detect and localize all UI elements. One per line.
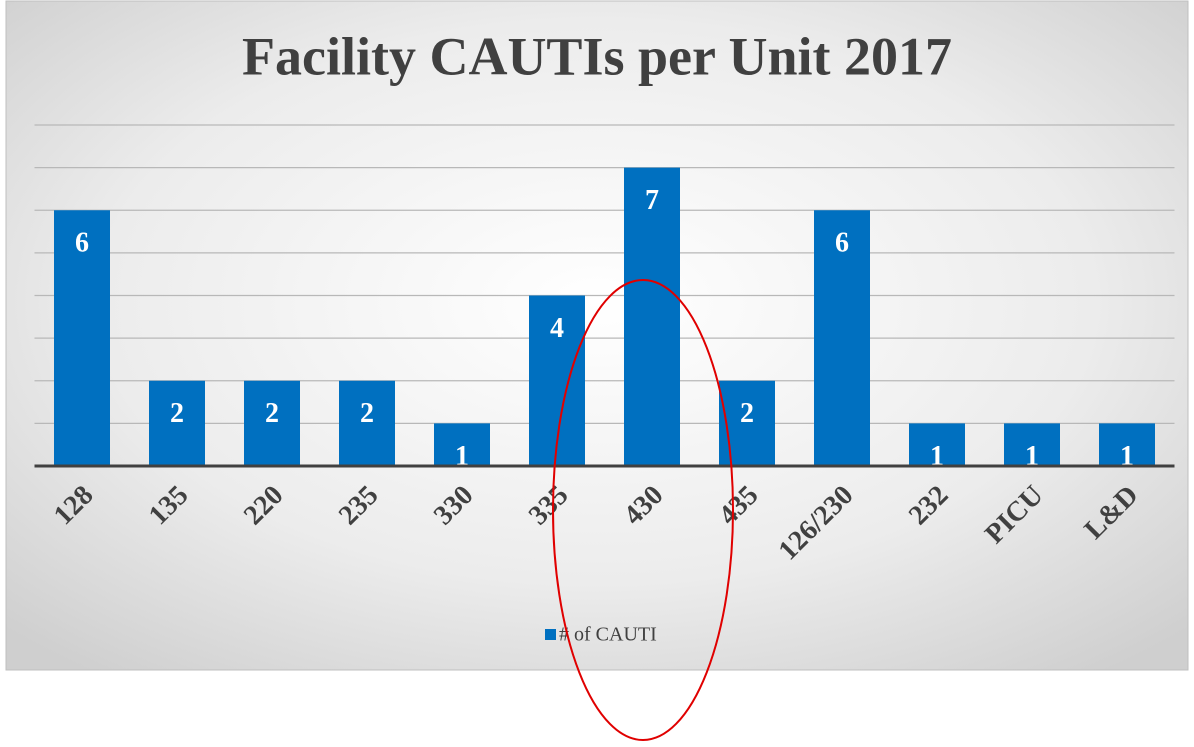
plot-area: 12861352220223523301335443074352126/2306… (34, 124, 1175, 646)
legend-swatch (545, 629, 556, 640)
data-label: 4 (550, 313, 564, 344)
data-label: 6 (835, 228, 849, 259)
data-label: 1 (455, 441, 469, 472)
annotation-ellipse (552, 279, 734, 741)
legend-label: # of CAUTI (559, 624, 657, 646)
bar (1099, 423, 1155, 466)
bar (814, 210, 870, 466)
bar (149, 380, 205, 466)
chart-background (5, 0, 1189, 671)
bar (339, 380, 395, 466)
chart-title: Facility CAUTIs per Unit 2017 (242, 26, 952, 86)
bar (54, 210, 110, 466)
bar (719, 380, 775, 466)
data-label: 1 (930, 441, 944, 472)
data-label: 2 (360, 398, 374, 429)
data-label: 7 (645, 185, 659, 216)
data-label: 1 (1120, 441, 1134, 472)
data-label: 2 (740, 398, 754, 429)
bar (244, 380, 300, 466)
bar (909, 423, 965, 466)
data-label: 6 (75, 228, 89, 259)
bar (434, 423, 490, 466)
data-label: 2 (170, 398, 184, 429)
data-label: 2 (265, 398, 279, 429)
bar (1004, 423, 1060, 466)
data-label: 1 (1025, 441, 1039, 472)
bar (624, 167, 680, 466)
